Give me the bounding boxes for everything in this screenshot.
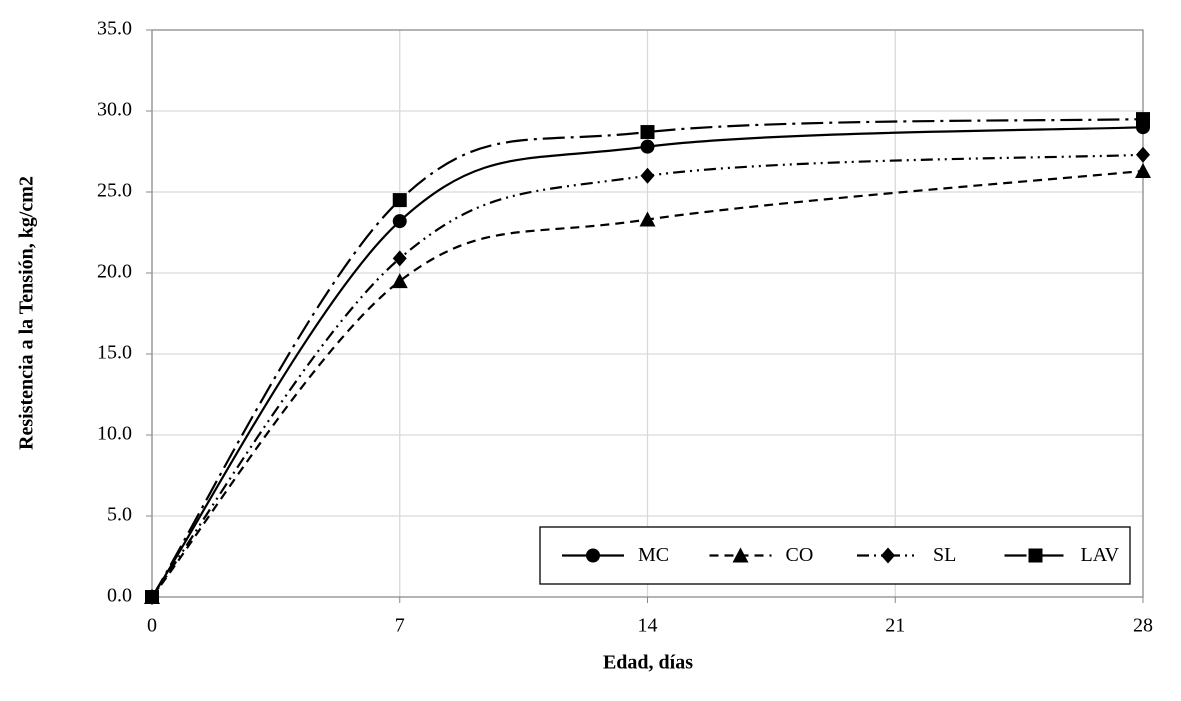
- marker: [391, 273, 408, 289]
- x-tick-label: 0: [147, 615, 157, 637]
- marker: [640, 167, 655, 184]
- marker: [1028, 548, 1043, 563]
- marker: [1136, 112, 1150, 127]
- y-tick-label: 20.0: [97, 261, 132, 283]
- marker: [639, 211, 656, 227]
- x-tick-label: 21: [885, 615, 905, 637]
- series-line: [151, 169, 1144, 598]
- marker: [732, 547, 749, 563]
- y-tick-label: 5.0: [107, 504, 132, 526]
- x-tick-label: 14: [638, 615, 658, 637]
- marker: [640, 139, 655, 154]
- legend-label: LAV: [1081, 544, 1120, 566]
- marker: [1135, 162, 1151, 178]
- marker: [392, 193, 407, 208]
- series-line: [151, 118, 1144, 598]
- y-tick-label: 25.0: [97, 180, 132, 202]
- marker: [586, 548, 600, 563]
- y-tick-label: 30.0: [97, 99, 132, 121]
- y-tick-label: 35.0: [97, 18, 132, 40]
- marker: [1136, 146, 1150, 163]
- marker: [392, 250, 407, 267]
- y-axis-title: Resistencia a la Tensión, kg/cm2: [16, 176, 38, 450]
- legend: MC CO SL LAV: [539, 526, 1131, 585]
- marker: [145, 590, 159, 604]
- marker: [392, 214, 407, 229]
- y-tick-label: 15.0: [97, 342, 132, 364]
- series-line: [151, 153, 1144, 598]
- x-tick-label: 28: [1133, 615, 1153, 637]
- plot-frame: [151, 29, 1144, 598]
- legend-label: SL: [933, 544, 956, 566]
- y-tick-label: 10.0: [97, 423, 132, 445]
- y-tick-label: 0.0: [107, 585, 132, 607]
- series-line: [151, 126, 1144, 598]
- marker: [640, 125, 655, 140]
- marker: [881, 547, 895, 564]
- legend-label: MC: [638, 544, 669, 566]
- x-axis-title: Edad, días: [603, 652, 693, 674]
- x-tick-label: 7: [395, 615, 405, 637]
- legend-label: CO: [786, 544, 814, 566]
